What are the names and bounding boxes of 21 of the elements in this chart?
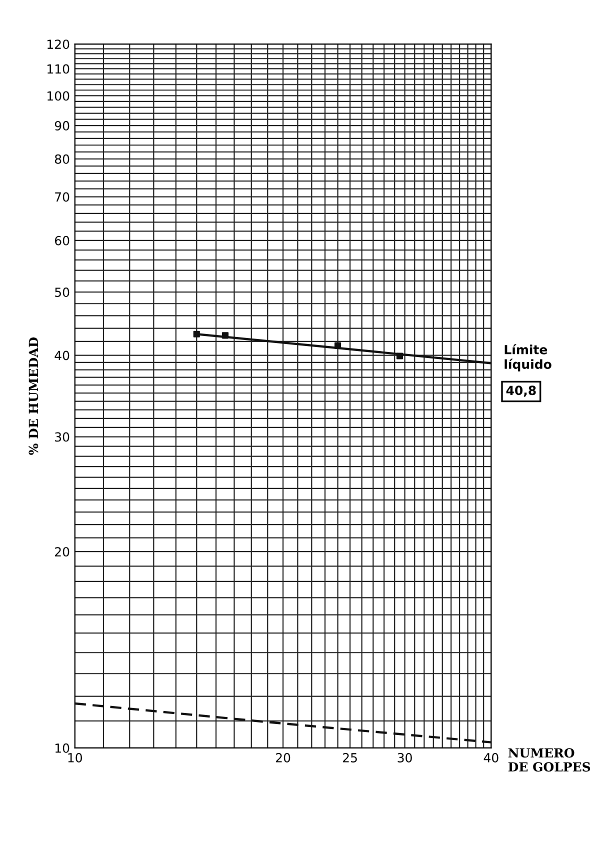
x-tick-label: 10 [68,753,82,762]
y-tick-label: 20 [55,547,70,557]
x-axis-title: NUMERO DE GOLPES [508,748,590,772]
y-tick-label: 110 [48,64,70,74]
x-tick-label: 25 [343,753,357,762]
y-tick-label: 50 [55,288,70,297]
x-tick-label: 20 [276,753,290,762]
y-tick-label: 30 [55,432,70,442]
y-tick-label: 100 [48,91,70,101]
x-tick-label: 30 [398,753,412,762]
x-tick-label: 40 [484,753,498,762]
y-tick-label: 70 [55,192,70,202]
y-tick-label: 90 [54,121,70,131]
y-tick-label: 60 [54,236,70,246]
text: 40,8 [506,386,536,397]
y-tick-label: 10 [55,743,70,753]
y-tick-label: 80 [54,154,70,164]
y-tick-label: 120 [48,40,70,50]
y-tick-label: 40 [54,350,70,360]
y-axis-title: % DE HUMEDAD [28,337,38,455]
text: Límite líquido [504,344,552,372]
